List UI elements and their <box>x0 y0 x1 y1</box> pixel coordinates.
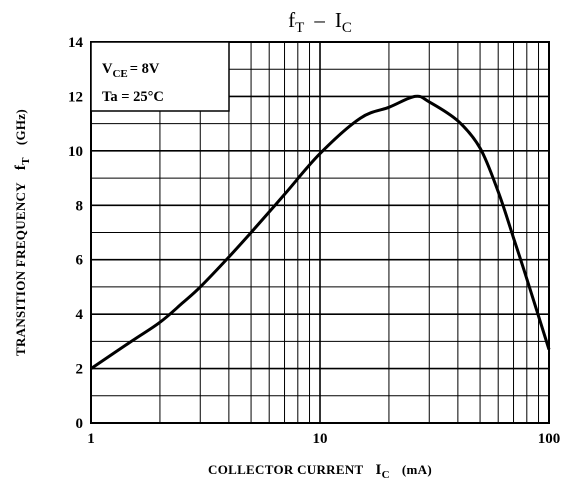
title-f: f <box>288 8 295 32</box>
series-line <box>90 94 551 370</box>
series-layer <box>90 94 551 370</box>
annotation-vce: VCE = 8V <box>102 61 160 80</box>
y-tick-label: 8 <box>76 198 84 214</box>
x-tick-labels: 1 10 100 <box>87 431 560 447</box>
x-axis-label: COLLECTOR CURRENT IC (mA) <box>208 462 432 481</box>
xlabel-unit: (mA) <box>402 462 432 477</box>
condition-box <box>90 41 230 112</box>
y-tick-label: 12 <box>68 89 83 105</box>
y-tick-label: 10 <box>68 144 83 160</box>
plot-frame <box>90 41 550 424</box>
annotation-ta: Ta = 25°C <box>102 89 164 105</box>
chart-title: fT – IC <box>288 8 352 36</box>
title-sub-t: T <box>295 20 304 36</box>
ylabel-unit: (GHz) <box>13 109 28 145</box>
title-i: I <box>335 8 342 32</box>
major-grid <box>91 42 549 423</box>
ylabel-symbol: f <box>13 164 29 170</box>
vce-sub: CE <box>112 68 127 80</box>
vce-main: V <box>102 61 113 77</box>
y-tick-label: 0 <box>76 416 84 432</box>
y-tick-label: 4 <box>76 307 84 323</box>
ylabel-prefix: TRANSITION FREQUENCY <box>13 182 28 356</box>
vce-value: = 8V <box>130 61 160 77</box>
y-tick-label: 6 <box>76 253 84 269</box>
title-dash: – <box>313 8 325 32</box>
x-tick-label: 10 <box>313 431 328 447</box>
xlabel-symbol: I <box>376 462 382 478</box>
xlabel-prefix: COLLECTOR CURRENT <box>208 462 363 477</box>
xlabel-sub: C <box>382 469 390 481</box>
ylabel-sub: T <box>20 157 32 165</box>
x-tick-label: 1 <box>87 431 95 447</box>
y-tick-label: 2 <box>76 362 84 378</box>
title-sub-c: C <box>342 20 352 36</box>
y-tick-labels: 0 2 4 6 8 10 12 14 <box>68 35 84 432</box>
y-axis-label: TRANSITION FREQUENCY fT (GHz) <box>13 109 32 356</box>
y-tick-label: 14 <box>68 35 84 51</box>
x-tick-label: 100 <box>538 431 561 447</box>
